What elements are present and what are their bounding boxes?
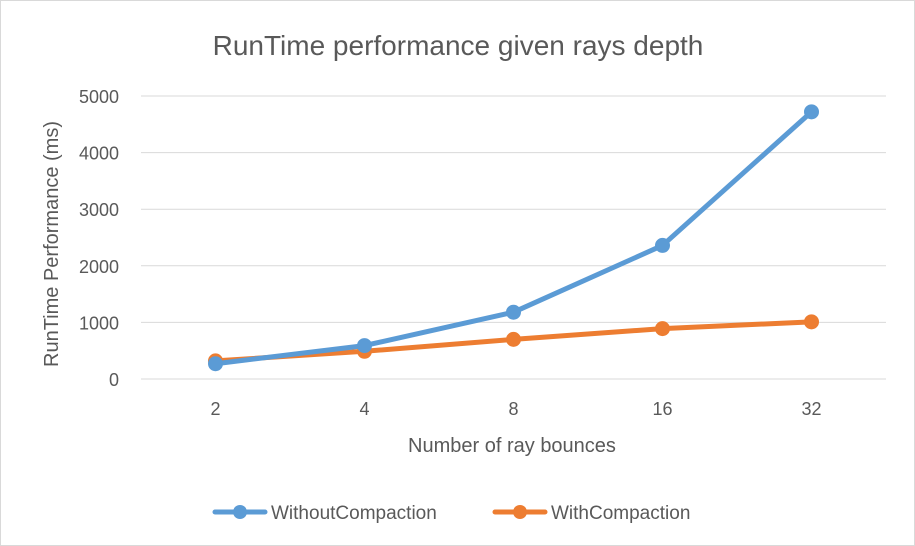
x-tick-label: 32	[801, 399, 821, 419]
data-point-WithoutCompaction-4	[357, 338, 372, 354]
legend-item-WithoutCompaction: WithoutCompaction	[212, 503, 437, 524]
data-point-WithCompaction-32	[804, 314, 819, 330]
y-tick-label: 1000	[79, 313, 119, 333]
legend: WithoutCompaction WithCompaction	[212, 503, 690, 524]
data-point-WithoutCompaction-32	[804, 104, 819, 120]
x-tick-label: 2	[210, 399, 220, 419]
y-tick-label: 4000	[79, 144, 119, 164]
axis-layer: 0 1000 2000 3000 4000 5000 2 4 8 16 32	[79, 87, 886, 419]
y-tick-label: 3000	[79, 200, 119, 220]
data-point-WithoutCompaction-8	[506, 304, 521, 320]
data-point-WithCompaction-8	[506, 331, 521, 347]
chart-title: RunTime performance given rays depth	[213, 30, 704, 61]
x-tick-label: 16	[652, 399, 672, 419]
series-WithoutCompaction	[208, 104, 819, 372]
legend-marker-WithCompaction	[513, 505, 527, 519]
series-layer	[208, 104, 819, 372]
grid-layer	[141, 95, 886, 323]
y-tick-label: 2000	[79, 257, 119, 277]
data-point-WithCompaction-16	[655, 321, 670, 337]
data-point-WithoutCompaction-2	[208, 356, 223, 372]
y-tick-label: 5000	[79, 87, 119, 107]
legend-item-WithCompaction: WithCompaction	[492, 503, 690, 524]
y-tick-label: 0	[109, 370, 119, 390]
legend-label-WithCompaction: WithCompaction	[551, 503, 690, 524]
x-tick-label: 8	[508, 399, 518, 419]
legend-marker-WithoutCompaction	[233, 505, 247, 519]
legend-label-WithoutCompaction: WithoutCompaction	[271, 503, 437, 524]
y-axis-label: RunTime Performance (ms)	[41, 121, 63, 367]
data-point-WithoutCompaction-16	[655, 237, 670, 253]
x-axis-label: Number of ray bounces	[408, 435, 616, 457]
x-tick-label: 4	[359, 399, 369, 419]
